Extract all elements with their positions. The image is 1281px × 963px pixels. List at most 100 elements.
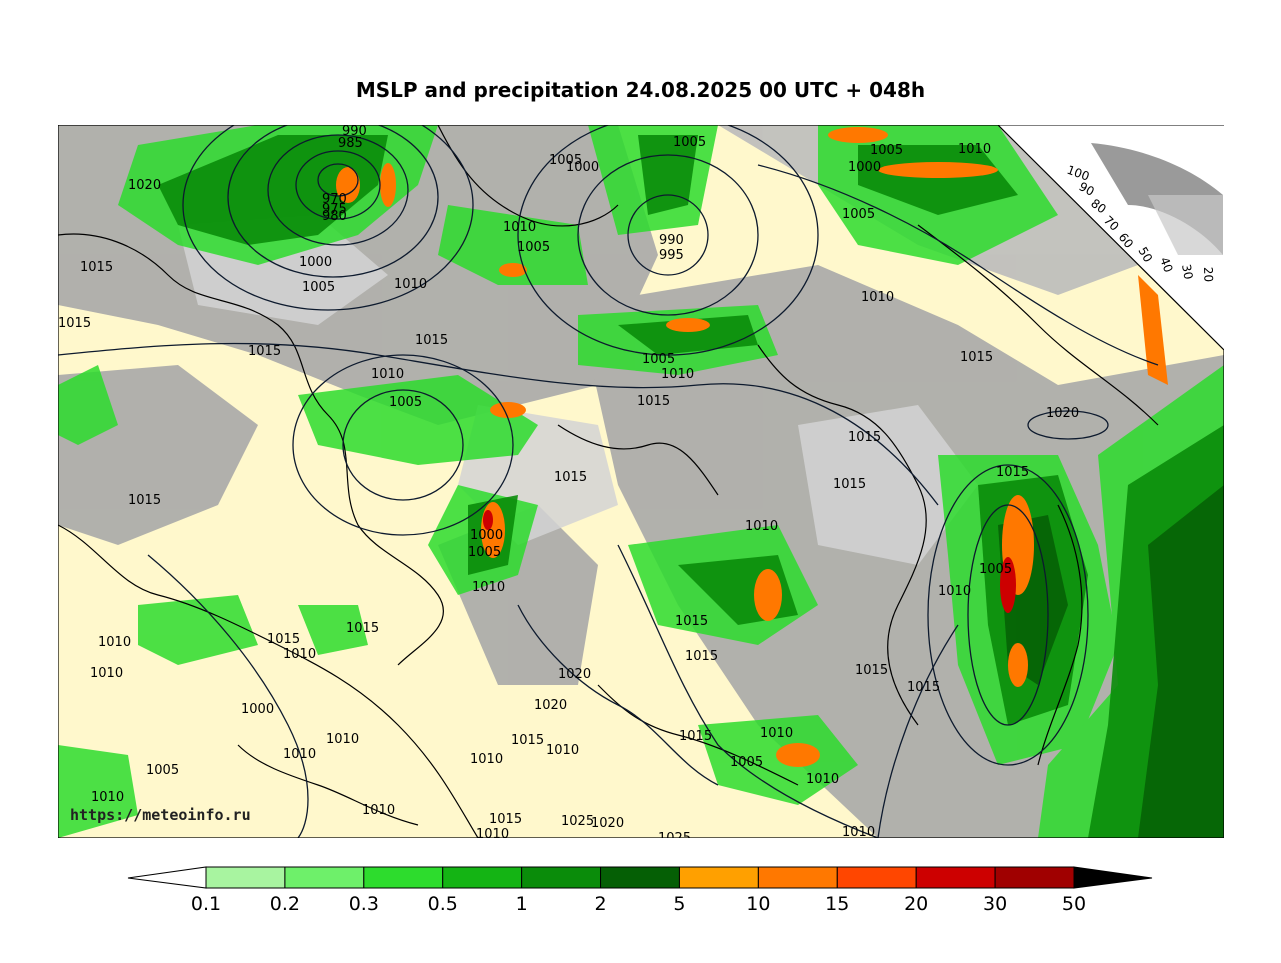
isobar-label: 1010 [90,666,123,681]
isobar-label: 1010 [476,827,509,838]
isobar-label: 1020 [558,667,591,682]
isobar-label: 1010 [362,803,395,818]
isobar-label: 1015 [511,733,544,748]
isobar-label: 1010 [472,580,505,595]
isobar-label: 1005 [642,352,675,367]
legend-bin [442,866,523,889]
cloud-legend-label: 20 [1201,267,1216,283]
cloud-legend-label: 50 [1135,245,1155,265]
isobar-label: 1020 [591,816,624,831]
map-title: MSLP and precipitation 24.08.2025 00 UTC… [355,78,926,102]
legend-bin [757,866,838,889]
isobar-label: 1015 [637,394,670,409]
isobars [58,125,1159,838]
legend-bin [521,866,602,889]
legend-high-arrow [1073,866,1153,889]
legend-threshold-label: 0.2 [270,893,300,915]
legend-bin [205,866,286,889]
isobar-label: 1010 [745,519,778,534]
legend-threshold-label: 2 [594,893,606,915]
precip-legend: 0.1 0.2 0.3 0.5 1 2 5 10 15 20 30 50 [126,866,1156,916]
legend-threshold-label: 0.3 [349,893,379,915]
legend-threshold-label: 50 [1062,893,1086,915]
isobar-label: 1015 [675,614,708,629]
isobar-label: 1015 [248,344,281,359]
isobar-label: 1010 [760,726,793,741]
legend-bin [600,866,680,889]
isobar-label: 1015 [855,663,888,678]
legend-threshold-label: 15 [825,893,849,915]
isobar-label: 970 [322,192,347,207]
cloud-legend-label: 90 [1077,179,1097,199]
cloud-legend-label: 30 [1179,263,1195,280]
isobar-label: 1015 [554,470,587,485]
isobar-label: 1005 [842,207,875,222]
isobar-label: 1015 [960,350,993,365]
isobar-label: 1010 [842,825,875,838]
isobar-label: 1010 [938,584,971,599]
isobar-label: 1015 [346,621,379,636]
isobar-label: 1010 [861,290,894,305]
cloud-legend-labels: 100 90 80 70 60 50 40 30 20 [1065,163,1216,283]
legend-labels: 0.1 0.2 0.3 0.5 1 2 5 10 15 20 30 50 [191,893,1086,915]
legend-bin [994,866,1075,889]
isobar-label: 1020 [1046,406,1079,421]
isobar-label: 1015 [907,680,940,695]
isobar-label: 1015 [267,632,300,647]
weather-map: 990 985 970 975 980 1020 1000 1005 1010 … [58,125,1224,838]
cloud-cover-legend: 100 90 80 70 60 50 40 30 20 [1065,143,1223,282]
watermark: https://meteoinfo.ru [70,806,251,824]
isobar-label: 1010 [470,752,503,767]
isobar-label: 980 [322,209,347,224]
isobar-labels: 990 985 970 975 980 1020 1000 1005 1010 … [58,125,1079,838]
isobar-label: 1010 [371,367,404,382]
isobar-label: 1010 [546,743,579,758]
isobar-label: 1015 [80,260,113,275]
isobar-label: 1005 [389,395,422,410]
isobar-label: 1020 [128,178,161,193]
isobar-label: 1005 [146,763,179,778]
isobar-label: 1015 [996,465,1029,480]
isobar-label: 1010 [91,790,124,805]
isobar-label: 1000 [299,255,332,270]
legend-threshold-label: 1 [516,893,528,915]
isobar-label: 975 [322,202,347,217]
isobar-label: 1010 [283,747,316,762]
legend-threshold-label: 0.1 [191,893,221,915]
isobar-label: 1015 [128,493,161,508]
isobar-label: 1010 [326,732,359,747]
isobar-label: 1005 [979,562,1012,577]
legend-threshold-label: 20 [904,893,928,915]
legend-bin [284,866,365,889]
cloud-legend-label: 80 [1088,196,1109,216]
precip-extreme [483,510,1016,613]
legend-bin [678,866,759,889]
legend-low-arrow [127,866,207,889]
isobar-label: 1000 [470,528,503,543]
legend-bins [205,866,1075,889]
isobar-label: 1000 [848,160,881,175]
isobar-label: 990 [342,125,367,139]
legend-bin [915,866,996,889]
legend-bin [363,866,444,889]
legend-threshold-label: 5 [673,893,685,915]
cloud-legend-label: 40 [1157,255,1175,274]
isobar-label: 1005 [517,240,550,255]
isobar-label: 1000 [566,160,599,175]
isobar-label: 1015 [685,649,718,664]
legend-threshold-label: 10 [746,893,770,915]
isobar-label: 1010 [98,635,131,650]
isobar-label: 1010 [806,772,839,787]
isobar-label: 985 [338,136,363,151]
coastlines [58,125,1159,838]
isobar-label: 1025 [561,814,594,829]
isobar-label: 1010 [394,277,427,292]
isobar-label: 1005 [870,143,903,158]
legend-threshold-label: 30 [983,893,1007,915]
isobar-label: 1015 [848,430,881,445]
isobar-label: 1010 [283,647,316,662]
isobar-label: 1020 [534,698,567,713]
isobar-label: 1015 [58,316,91,331]
isobar-label: 1010 [503,220,536,235]
isobar-label: 1005 [302,280,335,295]
